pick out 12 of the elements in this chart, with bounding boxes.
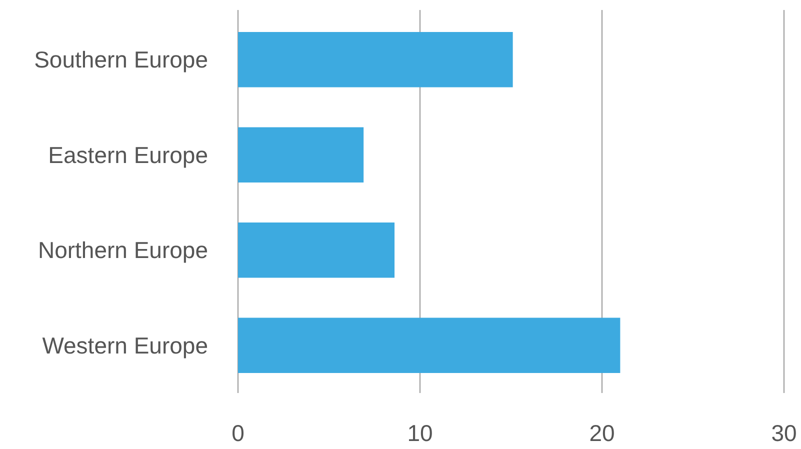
y-tick-label: Southern Europe xyxy=(34,46,208,73)
y-tick-label: Western Europe xyxy=(42,332,208,358)
y-tick-label: Northern Europe xyxy=(38,237,208,264)
bar xyxy=(238,32,513,88)
bar xyxy=(238,222,395,278)
y-tick-label: Eastern Europe xyxy=(48,142,208,168)
bar xyxy=(238,127,364,182)
x-tick-label: 30 xyxy=(771,420,797,446)
x-tick-label: 20 xyxy=(589,420,615,446)
bar xyxy=(238,318,620,373)
x-tick-label: 10 xyxy=(407,420,433,446)
x-tick-label: 0 xyxy=(232,420,244,446)
